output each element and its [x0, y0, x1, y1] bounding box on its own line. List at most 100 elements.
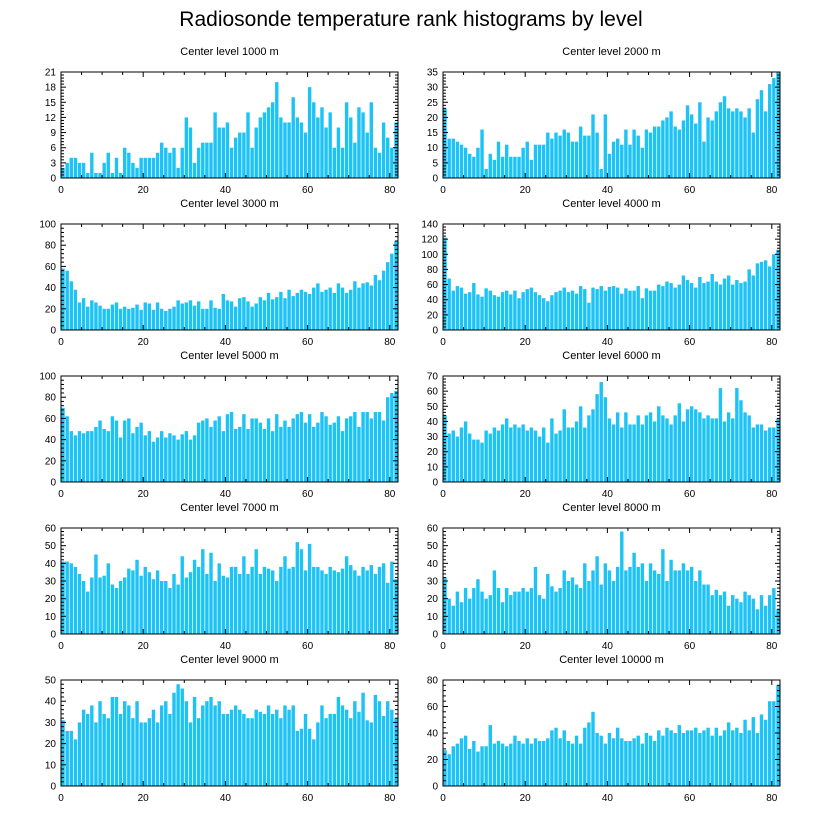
bar — [266, 418, 271, 482]
plot-frame — [60, 223, 399, 331]
bar — [722, 278, 727, 330]
bar — [246, 429, 250, 482]
bar — [291, 296, 295, 330]
x-tick-label: 80 — [384, 489, 396, 500]
bar — [525, 430, 529, 482]
bar — [731, 111, 735, 178]
bar — [221, 575, 226, 634]
bar — [262, 300, 267, 330]
bar — [509, 595, 513, 634]
bar — [373, 274, 378, 330]
bar — [283, 705, 287, 786]
bar — [242, 297, 246, 330]
bar — [217, 127, 221, 178]
bar — [69, 157, 73, 178]
bar — [98, 701, 102, 786]
bar — [480, 442, 484, 482]
x-tick-label: 60 — [684, 489, 696, 500]
bar — [336, 696, 341, 786]
bar — [164, 701, 168, 786]
bar — [529, 287, 534, 330]
bar — [537, 595, 542, 634]
bar — [201, 142, 205, 178]
bar — [110, 172, 115, 178]
bar — [238, 298, 242, 330]
y-tick-label: 30 — [427, 83, 439, 94]
bar — [718, 388, 723, 482]
bar — [591, 570, 595, 634]
bar — [776, 418, 780, 482]
bar — [513, 735, 517, 786]
bar — [262, 713, 267, 786]
bar — [114, 588, 119, 634]
bar — [463, 293, 468, 330]
bar — [706, 584, 710, 634]
bar — [665, 727, 669, 786]
bar — [328, 713, 332, 786]
bar — [270, 570, 275, 634]
bar — [373, 412, 378, 482]
bar — [599, 168, 603, 178]
y-tick-label: 21 — [45, 68, 57, 79]
bar — [743, 281, 747, 330]
plot-frame — [442, 223, 781, 331]
bar — [390, 392, 394, 482]
bar — [279, 291, 283, 330]
bar — [615, 727, 620, 786]
bar — [546, 301, 550, 330]
bar — [554, 132, 558, 178]
bar — [196, 422, 201, 482]
bar — [381, 270, 386, 330]
x-tick-label: 60 — [684, 793, 696, 804]
bar — [587, 415, 591, 482]
bar — [677, 725, 682, 786]
bar — [718, 102, 723, 178]
bar — [677, 403, 682, 482]
bar — [328, 287, 332, 330]
bar — [541, 144, 546, 178]
bar — [270, 713, 275, 786]
bar — [648, 735, 653, 786]
bar — [714, 418, 719, 482]
x-tick-label: 80 — [766, 793, 778, 804]
bar — [102, 713, 106, 786]
bar — [652, 290, 657, 330]
x-tick-label: 0 — [58, 337, 64, 348]
y-tick-label: 35 — [427, 68, 439, 79]
bar — [747, 108, 751, 178]
bar — [463, 588, 468, 634]
bar — [221, 127, 226, 178]
bar — [685, 730, 690, 786]
bar — [229, 412, 234, 482]
bar — [476, 294, 480, 330]
bar — [188, 439, 193, 482]
bar — [525, 289, 529, 330]
bar — [562, 409, 566, 482]
bar — [81, 162, 86, 178]
bar — [451, 430, 455, 482]
bar — [365, 570, 369, 634]
bar — [776, 72, 780, 178]
bar — [192, 696, 197, 786]
y-tick-label: 0 — [50, 174, 56, 185]
bar — [151, 157, 156, 178]
x-tick-label: 0 — [440, 337, 446, 348]
bar — [139, 575, 143, 634]
bar — [685, 409, 690, 482]
bar — [751, 598, 755, 634]
x-tick-label: 40 — [220, 641, 232, 652]
bar — [755, 424, 760, 482]
bar — [722, 591, 727, 634]
bar — [188, 300, 193, 330]
bar — [476, 147, 480, 178]
bar — [320, 412, 324, 482]
bar — [357, 711, 361, 786]
bar — [61, 720, 65, 786]
bar — [229, 709, 234, 786]
bar — [258, 117, 263, 178]
bar — [550, 295, 554, 330]
bar — [242, 414, 246, 482]
bar — [110, 416, 115, 482]
y-tick-label: 10 — [45, 612, 57, 623]
bar — [726, 108, 731, 178]
